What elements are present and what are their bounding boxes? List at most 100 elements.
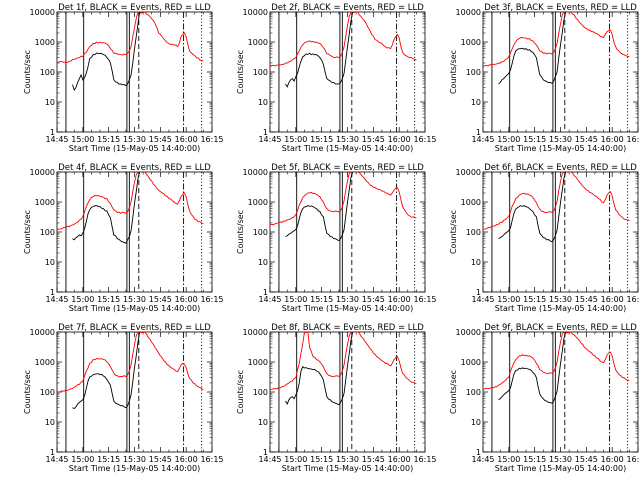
y-tick-label: 1: [476, 448, 481, 457]
x-tick-label: 15:45: [362, 135, 385, 144]
plot-frame: [56, 331, 213, 453]
x-tick-label: 15:45: [575, 295, 598, 304]
x-tick-label: 15:30: [336, 135, 359, 144]
panel-title: Det 9f, BLACK = Events, RED = LLD: [484, 323, 637, 333]
series-events-line: [72, 172, 141, 244]
data-layer: [483, 332, 630, 404]
y-tick-label: 1000: [248, 198, 268, 207]
series-lld-line: [57, 332, 204, 393]
y-axis-label: Counts/sec: [449, 50, 458, 94]
x-tick-label: 15:30: [549, 295, 572, 304]
y-tick-label: 100: [40, 68, 55, 77]
x-axis-label: Start Time (15-May-05 14:40:00): [282, 304, 413, 313]
y-axis-label: Counts/sec: [236, 210, 245, 254]
x-tick-label: 15:30: [123, 455, 146, 464]
x-tick-label: 15:00: [284, 135, 307, 144]
y-tick-label: 1: [50, 448, 55, 457]
panel-title: Det 5f, BLACK = Events, RED = LLD: [271, 163, 424, 173]
series-events-line: [72, 12, 141, 92]
x-axis-label: Start Time (15-May-05 14:40:00): [282, 144, 413, 153]
plot-frame: [56, 171, 213, 293]
plot-frame: [482, 171, 639, 293]
x-tick-label: 15:15: [310, 135, 333, 144]
x-tick-label: 15:00: [284, 455, 307, 464]
plot-frame: [269, 171, 426, 293]
y-tick-label: 10: [471, 418, 481, 427]
data-layer: [270, 332, 417, 406]
y-tick-label: 1000: [461, 198, 481, 207]
y-tick-label: 10: [45, 418, 55, 427]
y-tick-label: 100: [466, 68, 481, 77]
x-tick-label: 16:15: [626, 295, 640, 304]
series-lld-line: [270, 332, 417, 391]
data-layer: [57, 332, 204, 410]
y-tick-label: 1000: [35, 198, 55, 207]
x-tick-label: 15:30: [336, 295, 359, 304]
y-tick-label: 100: [40, 228, 55, 237]
x-tick-label: 15:00: [497, 295, 520, 304]
panel-title: Det 3f, BLACK = Events, RED = LLD: [484, 3, 637, 13]
y-tick-label: 1000: [461, 38, 481, 47]
x-tick-label: 15:15: [310, 455, 333, 464]
y-tick-label: 10000: [30, 328, 55, 337]
y-axis-label: Counts/sec: [23, 370, 32, 414]
x-axis-label: Start Time (15-May-05 14:40:00): [69, 464, 200, 473]
x-axis-label: Start Time (15-May-05 14:40:00): [495, 464, 626, 473]
y-tick-label: 1: [50, 128, 55, 137]
x-axis-label: Start Time (15-May-05 14:40:00): [495, 304, 626, 313]
data-layer: [483, 172, 630, 243]
plot-frame: [482, 11, 639, 133]
x-tick-label: 15:45: [362, 295, 385, 304]
x-tick-label: 16:00: [388, 455, 411, 464]
x-axis-label: Start Time (15-May-05 14:40:00): [282, 464, 413, 473]
x-tick-label: 15:00: [497, 135, 520, 144]
x-tick-label: 15:30: [549, 135, 572, 144]
series-events-line: [285, 12, 354, 88]
y-axis-label: Counts/sec: [449, 210, 458, 254]
y-tick-label: 10: [471, 258, 481, 267]
series-lld-line: [57, 12, 204, 64]
data-layer: [483, 12, 630, 85]
y-axis-label: Counts/sec: [449, 370, 458, 414]
x-tick-label: 16:15: [413, 295, 436, 304]
series-lld-line: [483, 172, 630, 230]
plot-frame: [482, 331, 639, 453]
y-axis-label: Counts/sec: [23, 50, 32, 94]
y-tick-label: 100: [253, 68, 268, 77]
panel-title: Det 7f, BLACK = Events, RED = LLD: [58, 323, 211, 333]
x-tick-label: 16:00: [601, 135, 624, 144]
x-tick-label: 14:45: [471, 135, 494, 144]
x-tick-label: 15:15: [97, 135, 120, 144]
plot-frame: [269, 331, 426, 453]
y-tick-label: 10: [471, 98, 481, 107]
y-tick-label: 1: [476, 128, 481, 137]
y-tick-label: 1000: [248, 38, 268, 47]
y-tick-label: 10000: [243, 8, 268, 17]
y-tick-label: 1: [263, 288, 268, 297]
x-tick-label: 15:00: [497, 455, 520, 464]
y-tick-label: 1000: [248, 358, 268, 367]
y-tick-label: 10: [258, 98, 268, 107]
data-layer: [57, 12, 204, 92]
x-tick-label: 15:45: [149, 135, 172, 144]
x-tick-label: 16:00: [175, 295, 198, 304]
data-layer: [270, 12, 417, 88]
x-tick-label: 15:30: [549, 455, 572, 464]
y-tick-label: 100: [40, 388, 55, 397]
panel-title: Det 8f, BLACK = Events, RED = LLD: [271, 323, 424, 333]
data-layer: [57, 172, 204, 244]
series-lld-line: [57, 172, 204, 231]
y-tick-label: 1000: [35, 38, 55, 47]
series-events-line: [285, 332, 354, 406]
y-tick-label: 1: [476, 288, 481, 297]
series-events-line: [498, 172, 567, 243]
x-axis-label: Start Time (15-May-05 14:40:00): [69, 144, 200, 153]
y-tick-label: 100: [253, 228, 268, 237]
